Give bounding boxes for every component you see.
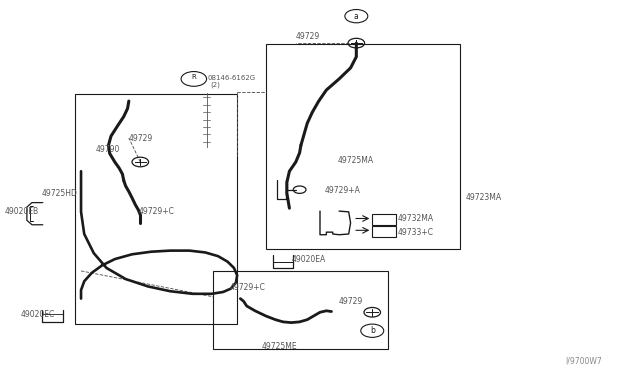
Text: I/9700W7: I/9700W7	[565, 357, 602, 366]
Text: 49020EB: 49020EB	[4, 207, 38, 217]
Text: 49723MA: 49723MA	[465, 193, 501, 202]
Text: 49732MA: 49732MA	[397, 214, 434, 223]
Text: (2): (2)	[211, 82, 220, 89]
Text: 49729+A: 49729+A	[325, 186, 361, 195]
Text: 49729+C: 49729+C	[230, 283, 266, 292]
Bar	[213, 271, 388, 349]
Text: a: a	[354, 12, 358, 21]
Text: 49020EC: 49020EC	[20, 310, 55, 319]
Text: 49725MA: 49725MA	[337, 156, 373, 166]
Bar	[372, 226, 396, 237]
Bar	[266, 44, 460, 249]
Text: 49729: 49729	[296, 32, 320, 41]
Text: 49725ME: 49725ME	[261, 342, 297, 351]
Text: 49729: 49729	[129, 134, 153, 142]
Text: 49729+C: 49729+C	[138, 207, 174, 217]
Text: 49790: 49790	[96, 145, 120, 154]
Text: 49725HD: 49725HD	[42, 189, 77, 198]
Text: R: R	[191, 74, 196, 80]
Text: 49020EA: 49020EA	[291, 255, 326, 264]
Text: b: b	[370, 326, 374, 335]
Text: 49733+C: 49733+C	[397, 228, 434, 237]
Text: 49729: 49729	[339, 297, 364, 306]
Bar	[372, 214, 396, 225]
Text: 08146-6162G: 08146-6162G	[208, 75, 256, 81]
Bar	[75, 94, 237, 324]
